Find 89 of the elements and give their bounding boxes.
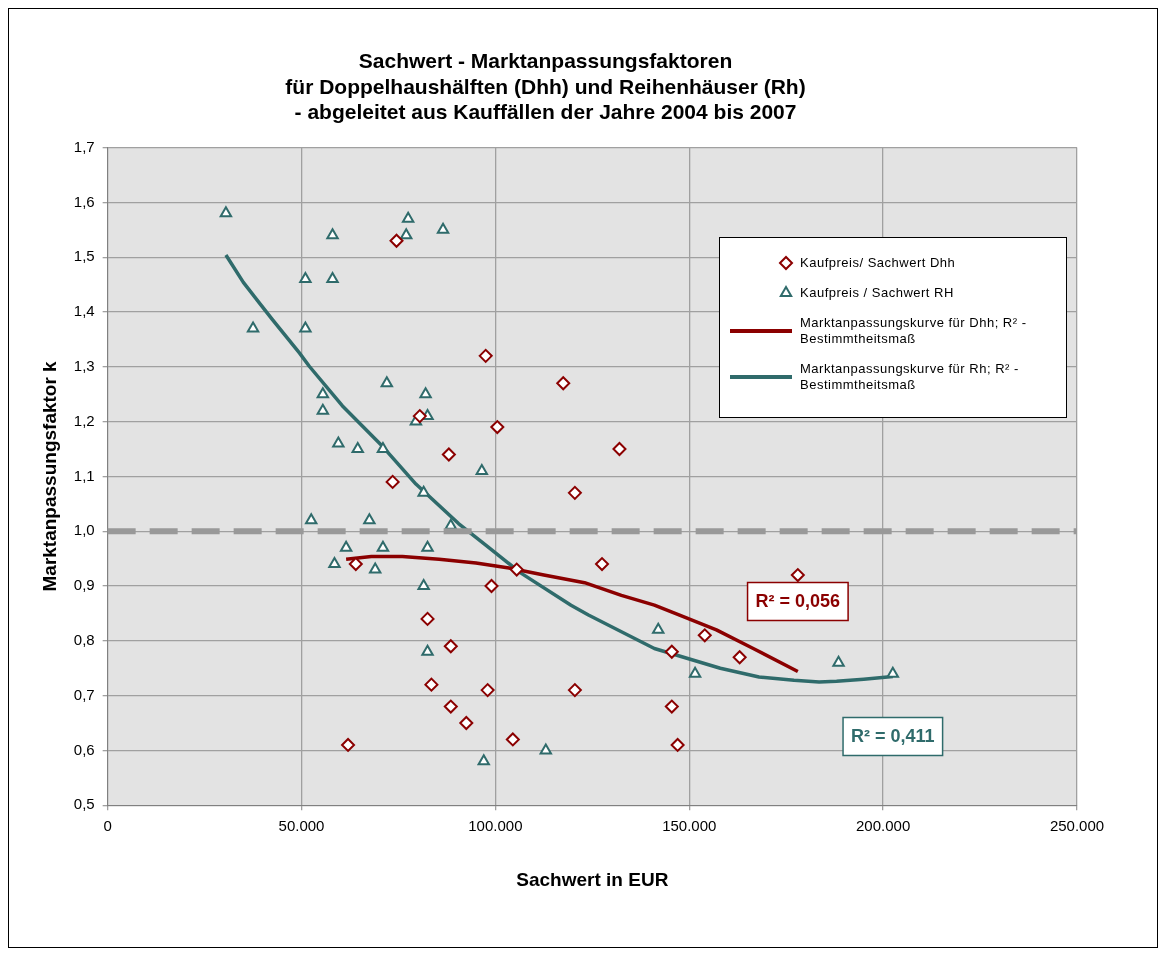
point <box>612 442 627 456</box>
point <box>339 540 353 552</box>
point <box>305 513 318 525</box>
point <box>478 348 493 363</box>
point <box>484 579 499 593</box>
point <box>567 683 582 698</box>
annotation: R² = 0,056 <box>755 591 841 612</box>
point <box>412 409 427 424</box>
point <box>380 376 394 388</box>
point <box>376 540 390 552</box>
y-tick-label: 1,0 <box>73 521 95 539</box>
point <box>443 699 458 714</box>
y-tick-label: 0,7 <box>73 685 95 703</box>
y-tick-label: 0,6 <box>73 740 95 758</box>
point <box>556 376 571 391</box>
annotation: R² = 0,411 <box>851 726 935 747</box>
x-tick-label: 200.000 <box>856 817 911 835</box>
point <box>385 474 400 489</box>
y-tick-label: 1,4 <box>73 302 95 320</box>
point <box>316 403 330 415</box>
point <box>886 666 900 678</box>
y-axis-title: Marktanpassungsfaktor k <box>38 360 60 592</box>
x-tick-label: 150.000 <box>662 817 717 835</box>
y-tick-label: 0,9 <box>73 576 95 594</box>
point <box>664 644 679 659</box>
legend-label: Marktanpassungskurve für Rh; R² - Bestimmtheitsmaß <box>800 361 1020 393</box>
x-tick-label: 100.000 <box>468 817 523 835</box>
x-tick-label: 50.000 <box>278 817 325 835</box>
point <box>351 442 364 453</box>
point <box>389 233 404 248</box>
point <box>328 557 341 569</box>
point <box>475 463 489 475</box>
y-tick-label: 1,2 <box>73 411 95 429</box>
point <box>341 737 356 752</box>
point <box>419 387 432 399</box>
point <box>417 579 430 590</box>
y-tick-label: 0,8 <box>73 630 95 648</box>
point <box>441 447 456 462</box>
point <box>832 655 845 667</box>
point <box>420 611 435 626</box>
point <box>421 540 434 552</box>
point <box>348 557 363 572</box>
point <box>369 562 382 574</box>
point <box>376 442 390 453</box>
point <box>670 737 685 752</box>
y-tick-label: 1,3 <box>73 356 95 374</box>
x-tick-label: 0 <box>103 817 112 835</box>
point <box>299 272 312 284</box>
point <box>246 321 260 333</box>
point <box>443 639 458 654</box>
point <box>697 628 712 643</box>
point <box>400 228 413 240</box>
point <box>326 228 339 240</box>
point <box>490 420 505 435</box>
y-tick-label: 1,5 <box>73 247 95 265</box>
legend-label: Kaufpreis / Sachwert RH <box>800 285 954 301</box>
point <box>595 557 610 572</box>
y-tick-label: 1,1 <box>73 466 95 484</box>
point <box>664 699 679 714</box>
point <box>509 562 524 577</box>
point <box>421 644 434 656</box>
point <box>219 206 233 218</box>
point <box>436 222 450 234</box>
point <box>401 211 415 223</box>
x-axis-title: Sachwert in EUR <box>516 868 669 890</box>
point <box>424 677 439 692</box>
point <box>790 568 805 583</box>
point <box>505 732 520 747</box>
point <box>332 436 345 448</box>
point <box>732 650 747 665</box>
point <box>363 513 376 525</box>
point <box>688 666 702 678</box>
legend-label: Kaufpreis/ Sachwert Dhh <box>800 255 956 271</box>
point <box>459 716 474 730</box>
point <box>316 387 330 399</box>
chart-title: Sachwert - Marktanpassungsfaktoren für Doppelhaushälften (Dhh) und Reihenhäuser (Rh) - abgeleitet aus Kauffällen der Jahre 2004 bis 2007 <box>285 49 806 123</box>
point <box>652 622 665 634</box>
point <box>567 485 582 500</box>
y-tick-label: 1,6 <box>73 192 95 210</box>
y-tick-label: 1,7 <box>73 137 95 155</box>
x-tick-label: 250.000 <box>1049 817 1105 835</box>
point <box>477 754 490 766</box>
point <box>326 272 339 284</box>
legend-label: Marktanpassungskurve für Dhh; R² - Bestimmtheitsmaß <box>800 315 1028 347</box>
point <box>480 683 495 698</box>
point <box>539 743 552 755</box>
point <box>417 485 430 497</box>
y-tick-label: 0,5 <box>73 795 95 813</box>
point <box>299 321 312 333</box>
